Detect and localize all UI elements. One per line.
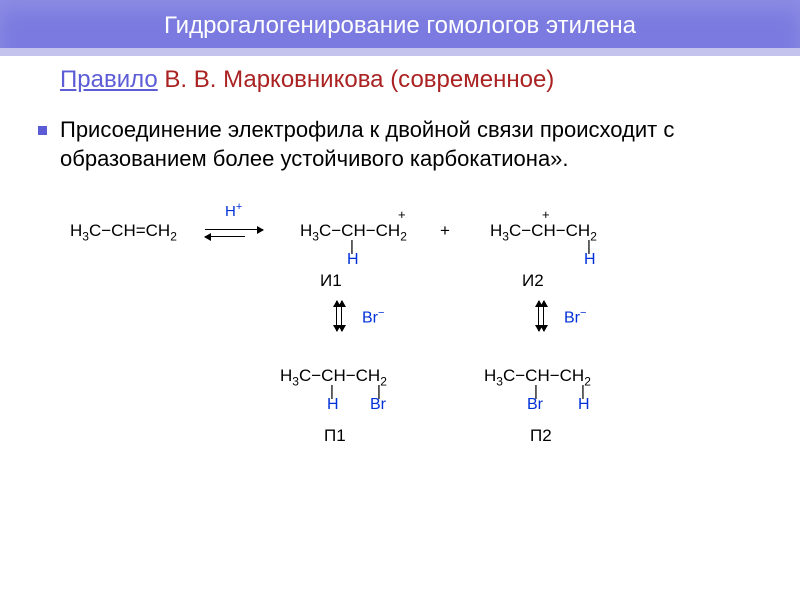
label-i1: И1: [320, 271, 342, 291]
slide-header: Гидрогалогенирование гомологов этилена: [0, 0, 800, 56]
body-paragraph: Присоединение электрофила к двойной связ…: [60, 116, 760, 173]
product-2: H3C−CH−CH2 | | Br H: [484, 366, 591, 388]
slide-title: Гидрогалогенирование гомологов этилена: [0, 12, 800, 40]
bullet-icon: [38, 126, 47, 135]
h-label: H: [347, 251, 359, 269]
vert-arrows-1-icon: [336, 301, 342, 336]
label-p1: П1: [324, 426, 346, 446]
br-label: Br: [370, 396, 386, 414]
subtitle: Правило В. В. Марковникова (современное): [60, 66, 760, 94]
intermediate-1: H3C−CH−CH2 + | H: [300, 221, 407, 243]
br-label: Br: [527, 396, 543, 414]
reactant: H3C−CH=CH2: [70, 221, 177, 243]
h-label: H: [327, 396, 339, 414]
subtitle-pravilo: Правило: [60, 66, 158, 93]
label-p2: П2: [530, 426, 552, 446]
proton-label: H+: [225, 201, 242, 220]
slide-content: Правило В. В. Марковникова (современное)…: [0, 56, 800, 521]
subtitle-author: В. В. Марковникова (современное): [158, 66, 555, 93]
body-text: Присоединение электрофила к двойной связ…: [60, 117, 674, 171]
vert-arrows-2-icon: [538, 301, 544, 336]
intermediate-2: H3C−CH−CH2 + | H: [490, 221, 597, 243]
reaction-diagram: H3C−CH=CH2 H+ H3C−CH−CH2 + | H + H3C−CH−…: [70, 201, 750, 521]
equilibrium-arrows-icon: [205, 223, 265, 243]
label-i2: И2: [522, 271, 544, 291]
bromide-2: Br−: [564, 307, 586, 327]
bromide-1: Br−: [362, 307, 384, 327]
plus-sign: +: [440, 221, 450, 241]
h-label: H: [584, 251, 596, 269]
product-1: H3C−CH−CH2 | | H Br: [280, 366, 387, 388]
h-label: H: [578, 396, 590, 414]
